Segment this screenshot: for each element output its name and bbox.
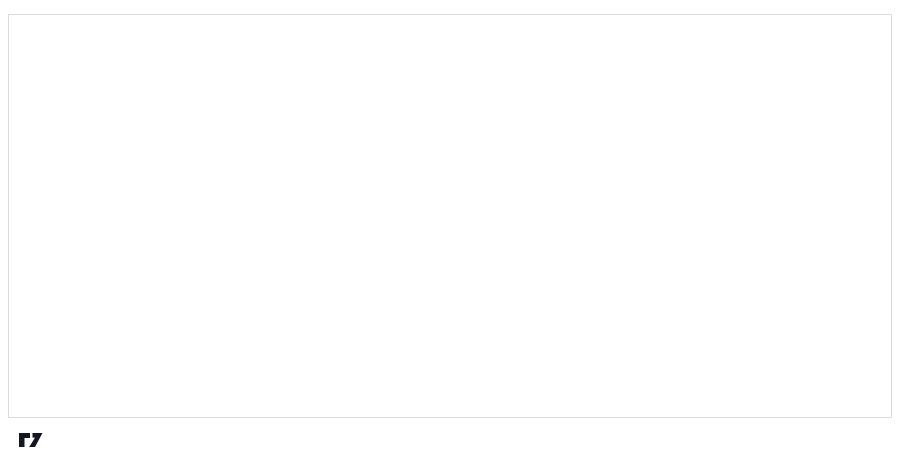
macd-indicator-label[interactable] bbox=[23, 229, 27, 240]
chart-canvas[interactable] bbox=[9, 15, 900, 460]
tradingview-logo[interactable] bbox=[18, 429, 51, 451]
rsi-indicator-label[interactable] bbox=[23, 323, 27, 334]
tradingview-logo-icon bbox=[19, 433, 43, 447]
chart-card bbox=[8, 14, 892, 418]
